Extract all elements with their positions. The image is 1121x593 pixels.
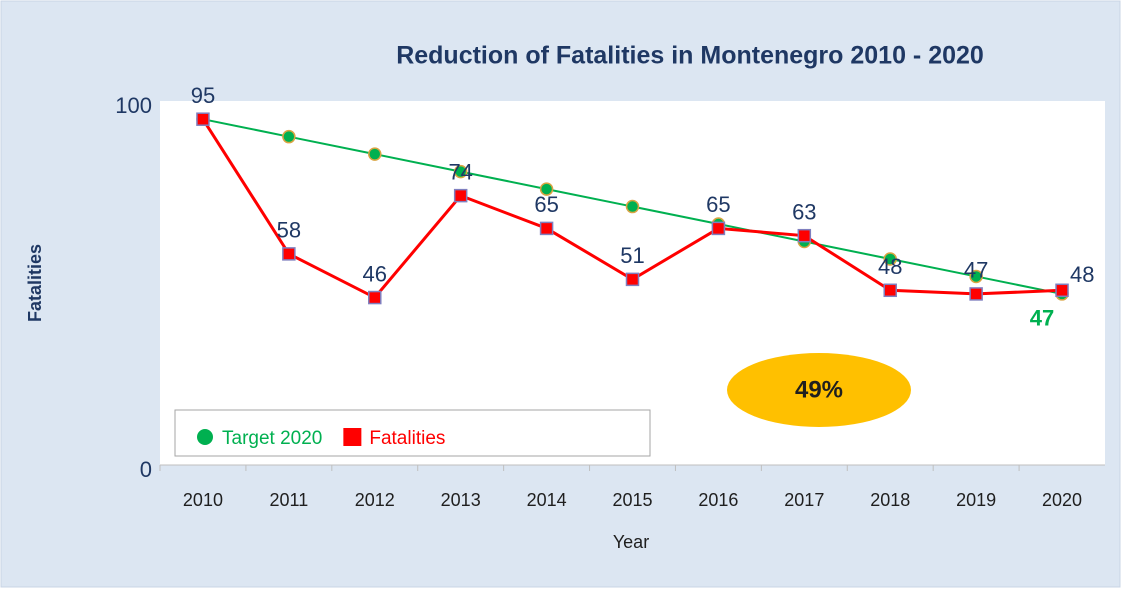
y-axis-label: Fatalities: [25, 244, 45, 322]
data-label: 65: [706, 192, 730, 217]
point: [883, 252, 897, 266]
data-label: 58: [277, 218, 301, 243]
legend-marker: [343, 428, 362, 446]
y-tick-label: 0: [140, 457, 152, 482]
annotation: 49%: [795, 376, 843, 403]
x-tick-label: 2013: [441, 490, 481, 510]
x-tick-label: 2010: [183, 490, 223, 510]
point: [625, 272, 640, 287]
legend-marker: [197, 429, 213, 445]
annotation-ellipse: [727, 353, 911, 427]
legend-label: Fatalities: [369, 428, 445, 449]
point: [711, 221, 726, 236]
data-label: 74: [448, 159, 472, 184]
point: [453, 164, 468, 179]
point: [453, 188, 468, 203]
data-label: 46: [363, 261, 387, 286]
point: [883, 283, 897, 298]
point: [196, 112, 210, 126]
x-tick-label: 2017: [784, 490, 824, 510]
point: [368, 290, 382, 305]
point: [969, 269, 983, 284]
x-tick-label: 2011: [270, 490, 309, 510]
point: [368, 147, 382, 161]
data-label: 65: [534, 192, 558, 217]
data-label: 51: [620, 243, 644, 268]
x-tick-label: 2020: [1042, 490, 1082, 510]
data-label: 47: [1030, 306, 1054, 331]
x-tick-label: 2019: [956, 490, 996, 510]
x-axis-label: Year: [613, 532, 649, 552]
data-label: 95: [191, 83, 215, 108]
point: [797, 228, 812, 243]
point: [539, 182, 554, 196]
x-tick-label: 2012: [355, 490, 395, 510]
x-tick-label: 2015: [612, 490, 652, 510]
chart-title: Reduction of Fatalities in Montenegro 20…: [396, 42, 984, 70]
y-tick-label: 100: [115, 93, 152, 118]
point: [282, 129, 296, 144]
point: [539, 221, 554, 236]
legend-label: Target 2020: [222, 428, 322, 449]
x-tick-label: 2018: [870, 490, 910, 510]
legend: [174, 409, 651, 457]
x-tick-label: 2014: [527, 490, 567, 510]
data-label: 63: [792, 199, 816, 224]
data-label: 48: [878, 254, 902, 279]
point: [282, 247, 296, 261]
data-label: 47: [964, 258, 988, 283]
point: [625, 199, 640, 214]
point: [1055, 283, 1069, 298]
data-label: 48: [1070, 262, 1094, 287]
point: [969, 287, 983, 301]
x-tick-label: 2016: [698, 490, 738, 510]
